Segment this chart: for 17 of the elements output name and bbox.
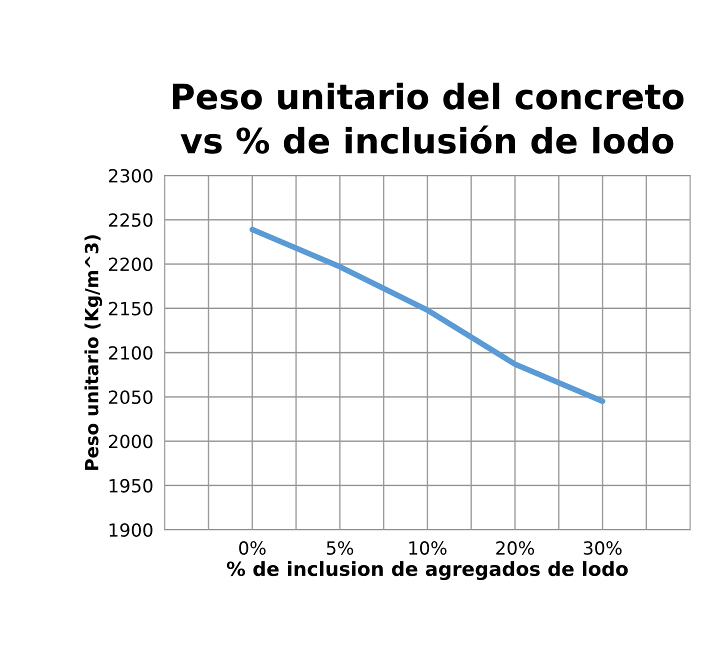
y-tick-label: 2000 <box>108 434 152 448</box>
y-tick-label: 1900 <box>110 523 152 537</box>
x-tick-label: 20% <box>496 541 534 555</box>
chart-title: Peso unitario del concreto vs % de inclusión de lodo <box>173 82 684 154</box>
y-tick-label: 2200 <box>108 258 152 272</box>
x-tick-label: 10% <box>409 541 446 555</box>
y-tick-label: 2100 <box>108 346 152 360</box>
y-tick-label: 1950 <box>110 478 152 493</box>
y-tick-label: 2300 <box>108 168 152 183</box>
x-tick-label: 30% <box>584 541 622 555</box>
y-tick-label: 2050 <box>108 390 152 404</box>
x-tick-label: 0% <box>239 541 266 555</box>
y-axis-title: Peso unitario (Kg/m^3) <box>84 235 102 470</box>
x-axis-title: % de inclusion de agregados de lodo <box>226 561 628 580</box>
y-tick-label: 2150 <box>108 302 152 316</box>
y-tick-label: 2250 <box>108 213 152 227</box>
x-tick-label: 5% <box>326 541 354 555</box>
